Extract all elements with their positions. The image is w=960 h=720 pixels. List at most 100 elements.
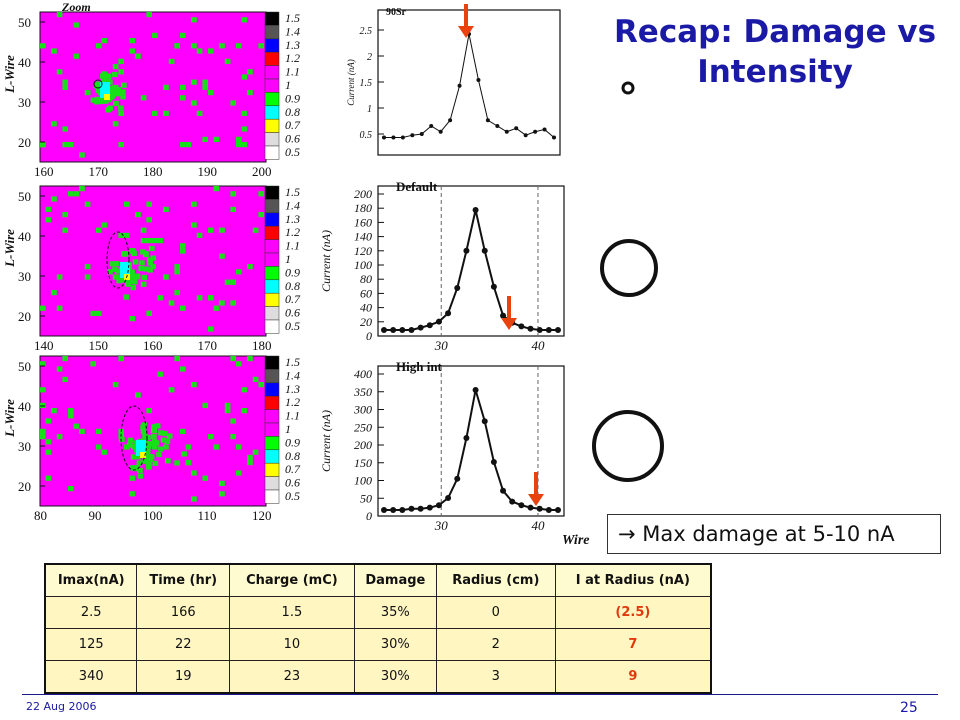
hitmap-cell [241, 17, 248, 23]
data-point [445, 310, 452, 317]
hitmap-cell [40, 305, 46, 311]
x-tick-label: 30 [434, 338, 449, 353]
hitmap-cell [247, 90, 253, 96]
hitmap-cell [96, 428, 102, 434]
data-point [490, 459, 497, 465]
hitmap-cell [174, 290, 180, 296]
color-scale-label: 1.3 [285, 382, 300, 396]
data-point [536, 505, 543, 512]
y-tick-label: 400 [354, 367, 372, 381]
hitmap-cell [252, 449, 259, 455]
hitmap-cell [113, 100, 119, 107]
hitmap-cell [180, 243, 186, 249]
color-scale-label: 0.9 [285, 435, 300, 449]
hitmap-cell [174, 264, 180, 270]
hitmap-cell [62, 376, 68, 382]
hitmap-cell [56, 305, 63, 311]
hitmap-cell [132, 466, 139, 472]
hitmap-cell [51, 121, 57, 127]
hitmap-cell [143, 266, 150, 272]
hitmap-cell [150, 263, 156, 270]
data-point [399, 507, 406, 513]
hitmap-cell [258, 43, 264, 49]
y-tick-label: 40 [18, 229, 31, 244]
y-tick-label: 120 [354, 244, 372, 258]
hitmap-cell [152, 238, 158, 244]
data-point [454, 285, 461, 291]
hitmap-cell [135, 212, 141, 218]
data-point [545, 507, 552, 513]
table-cell: 35% [353, 596, 437, 629]
hitmap-cell [180, 366, 186, 372]
hitmap-cell [180, 32, 186, 38]
hitmap-cell [51, 290, 57, 296]
header-imax: Imax(nA) [44, 563, 138, 597]
hitmap-cell [196, 232, 203, 238]
footer-date: 22 Aug 2006 [26, 700, 97, 713]
y-tick-label: 200 [354, 438, 372, 452]
hitmap-cell [241, 408, 248, 414]
y-tick-label: 1.5 [360, 78, 373, 89]
x-tick-label: 100 [143, 508, 163, 523]
hitmap-cell [129, 48, 136, 54]
color-scale-label: 1.2 [285, 51, 300, 65]
color-scale-swatch [264, 369, 280, 384]
hitmap-cell [129, 38, 136, 44]
hitmap-cell [236, 269, 242, 275]
color-scale-label: 0.6 [285, 132, 300, 146]
hitmap-cell [157, 238, 164, 244]
hitmap-cell [150, 255, 157, 261]
hitmap-cell [156, 451, 162, 458]
hitmap-cell [219, 227, 225, 233]
hitmap-cell [128, 277, 135, 283]
hitmap-cell [40, 428, 46, 434]
data-point [518, 502, 525, 509]
hitmap-cell [96, 227, 102, 233]
x-tick-label: 200 [252, 164, 272, 179]
color-scale-swatch [264, 118, 280, 133]
hitmap-cell [118, 110, 124, 116]
hitmap-cell [168, 300, 175, 306]
header-radius: Radius (cm) [435, 563, 556, 597]
color-scale-label: 0.7 [285, 292, 301, 306]
color-scale-swatch [264, 449, 280, 464]
y-axis-label: L-Wire [2, 399, 17, 438]
hitmap-cell [191, 382, 197, 388]
hitmap-cell [213, 136, 220, 142]
x-tick-label: 140 [34, 338, 54, 353]
hitmap-cell [73, 22, 80, 28]
y-tick-label: 160 [354, 215, 372, 229]
hitmap-cell [146, 238, 152, 244]
y-tick-label: 40 [18, 399, 31, 414]
hitmap-cell [151, 424, 157, 430]
table-cell: 125 [44, 628, 138, 661]
hitmap-cell [146, 408, 152, 414]
table-cell: 0 [435, 596, 556, 629]
hitmap-cell [45, 217, 52, 223]
color-scale-swatch [264, 38, 280, 53]
color-scale-label: 1 [285, 78, 291, 92]
hitmap-cell [118, 142, 124, 148]
y-axis-label: Current (nA) [319, 410, 333, 472]
hitmap-cell [247, 69, 253, 75]
hitmap-cell [130, 248, 136, 254]
hitmap-cell [181, 451, 188, 457]
hitmap-cell [142, 458, 148, 464]
hitmap-cell [40, 434, 46, 440]
plot-frame [377, 365, 565, 517]
color-scale-swatch [264, 185, 280, 200]
hitmap-cell [121, 82, 127, 88]
hitmap-cell [247, 454, 253, 460]
hitmap-cell [168, 387, 175, 393]
color-scale-swatch [264, 279, 280, 294]
table-cell: 1.5 [229, 596, 355, 629]
hitmap-cell [51, 408, 57, 414]
hitmap-cell [101, 71, 108, 77]
hitmap-cell [180, 248, 186, 254]
hitmap-cell [68, 191, 74, 197]
color-scale-swatch [264, 132, 280, 147]
hitmap-cell [68, 413, 74, 419]
hitmap-cell [112, 266, 118, 272]
